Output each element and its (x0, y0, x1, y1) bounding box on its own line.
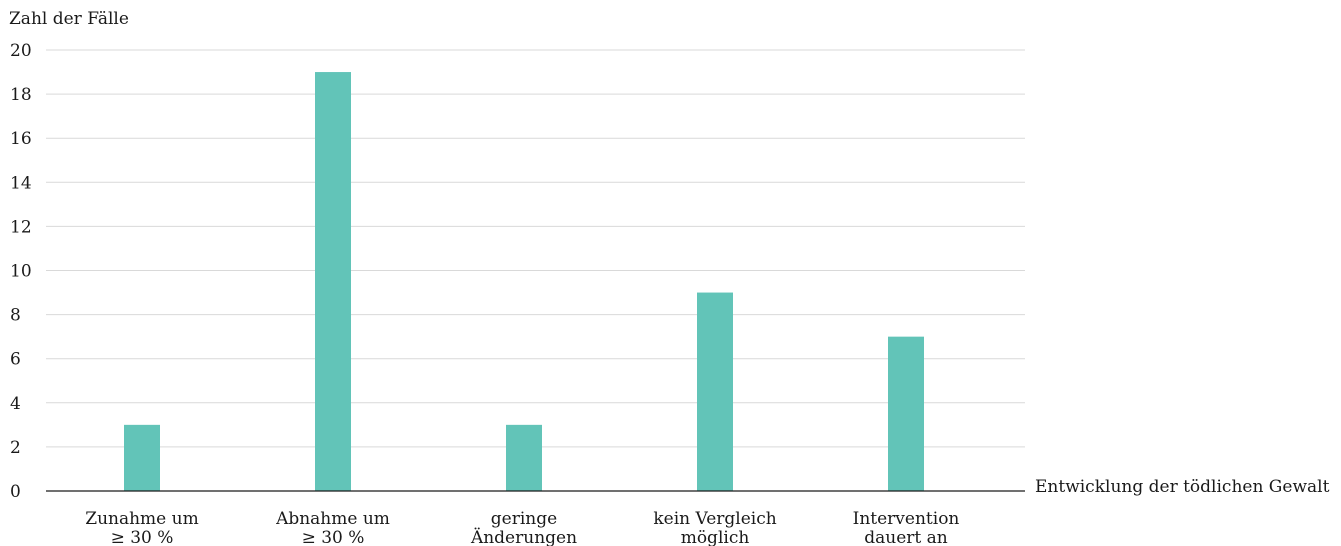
x-tick-label: Abnahme um ≥ 30 % (275, 509, 390, 546)
x-tick-label: kein Vergleich möglich (653, 509, 776, 546)
x-axis-label: Entwicklung der tödlichen Gewalt (1035, 477, 1330, 497)
y-tick-label: 16 (10, 129, 32, 149)
axes: 0 2 4 6 8 10 12 14 16 18 20 Zunahme um ≥ 30 % Abnahme… (10, 41, 1025, 546)
x-tick-label: geringe Änderungen (470, 509, 577, 546)
y-tick-label: 18 (10, 85, 32, 105)
bars (124, 72, 924, 492)
gridlines (46, 49, 1025, 448)
y-tick-label: 8 (10, 306, 21, 326)
x-tick-label: Zunahme um ≥ 30 % (85, 509, 198, 546)
bar (124, 424, 160, 491)
y-tick-label: 20 (10, 41, 32, 61)
x-tick-label: Intervention dauert an (853, 509, 960, 546)
y-tick-label: 10 (10, 262, 32, 282)
bar (697, 292, 733, 491)
bar (506, 424, 542, 491)
y-tick-label: 12 (10, 217, 32, 237)
y-tick-label: 6 (10, 350, 21, 370)
bar (888, 336, 924, 491)
y-axis-label: Zahl der Fälle (9, 9, 129, 29)
y-tick-label: 0 (10, 482, 21, 502)
y-tick-label: 14 (10, 173, 32, 193)
bar (315, 72, 351, 492)
y-tick-label: 4 (10, 394, 21, 414)
y-tick-label: 2 (10, 438, 21, 458)
